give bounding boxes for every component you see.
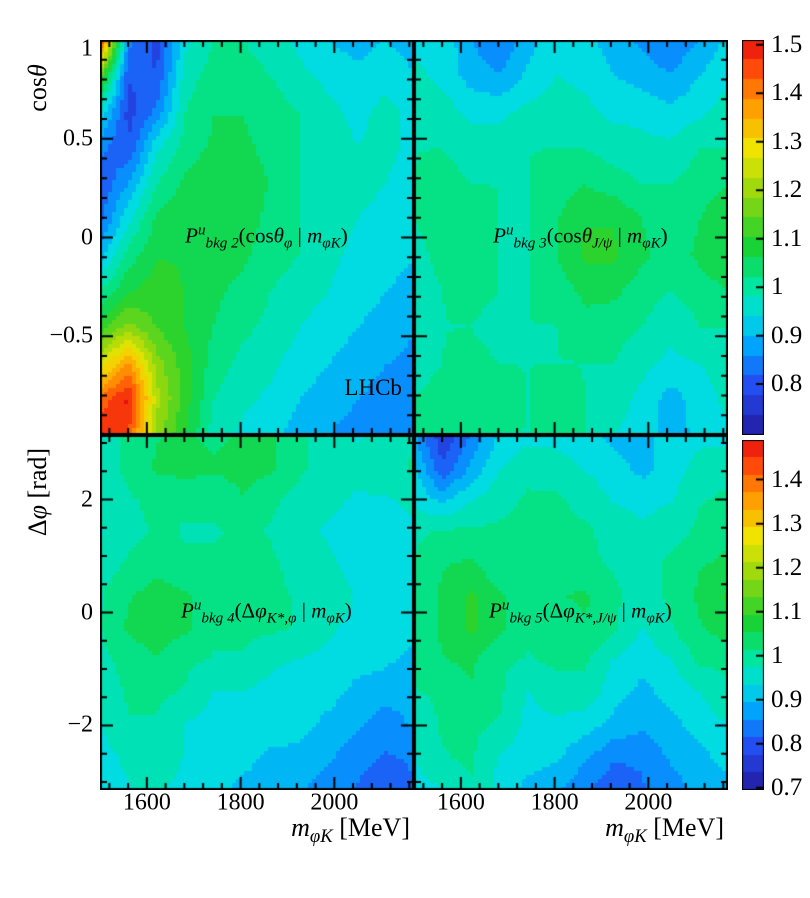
colorbar-canvas-top [742, 40, 764, 435]
y-axis-title-deltaphi: Δφ [rad] [23, 447, 52, 537]
x-tick-label: 1600 [122, 789, 171, 816]
x-tick-label: 1600 [436, 789, 485, 816]
colorbar-canvas-bottom [742, 440, 764, 790]
colorbar-tick-label: 0.7 [771, 773, 803, 801]
colorbar-tick-label: 1.4 [771, 79, 803, 107]
panel-label-bkg5: Pubkg 5(ΔφK*,J/ψ | mφK) [489, 597, 672, 627]
colorbar-tick-label: 1.5 [771, 30, 803, 58]
y-tick-label: 0 [81, 224, 93, 250]
experiment-label: LHCb [344, 374, 402, 400]
x-tick-label: 1800 [530, 789, 579, 816]
colorbar-tick-label: 1 [771, 273, 784, 301]
colorbar-tick-label: 1.3 [771, 509, 803, 537]
y-tick-label: −0.5 [49, 322, 93, 349]
y-tick-label: 1 [81, 35, 93, 62]
colorbar-tick-label: 1.4 [771, 465, 803, 493]
heatmap-canvas-bkg4 [100, 435, 414, 790]
y-tick-label: −2 [67, 711, 93, 738]
colorbar-tick-label: 0.8 [771, 370, 803, 398]
x-tick-label: 1800 [216, 789, 265, 816]
y-tick-label: 2 [81, 486, 93, 512]
panel-label-bkg4: Pubkg 4(ΔφK*,φ | mφK) [181, 597, 352, 627]
x-axis-title-right: mφK [MeV] [605, 813, 724, 848]
panel-bkg5: Pubkg 5(ΔφK*,J/ψ | mφK) [414, 435, 728, 790]
y-tick-label: 0.5 [63, 125, 93, 152]
panel-label-bkg2: Pubkg 2(cosθφ | mφK) [185, 222, 348, 252]
panel-bkg3: Pubkg 3(cosθJ/ψ | mφK) [414, 40, 728, 435]
panel-label-bkg3: Pubkg 3(cosθJ/ψ | mφK) [493, 222, 668, 252]
x-tick-label: 2000 [624, 789, 673, 816]
y-axis-title-costheta: cosθ [23, 64, 52, 112]
y-tick-label: 0 [81, 599, 93, 625]
colorbar-tick-label: 1.1 [771, 597, 803, 625]
colorbar-tick-label: 0.8 [771, 729, 803, 757]
colorbar-tick-label: 1.2 [771, 553, 803, 581]
heatmap-canvas-bkg5 [414, 435, 728, 790]
colorbar-tick-label: 1.3 [771, 127, 803, 155]
colorbar-tick-label: 1.1 [771, 224, 803, 252]
colorbar-tick-label: 1.2 [771, 176, 803, 204]
panel-bkg2: Pubkg 2(cosθφ | mφK) LHCb [100, 40, 414, 435]
panel-bkg4: Pubkg 4(ΔφK*,φ | mφK) [100, 435, 414, 790]
heatmap-canvas-bkg2 [100, 40, 414, 435]
x-tick-label: 2000 [310, 789, 359, 816]
heatmap-canvas-bkg3 [414, 40, 728, 435]
x-axis-title-left: mφK [MeV] [291, 813, 410, 848]
colorbar-tick-label: 1 [771, 641, 784, 669]
colorbar-tick-label: 0.9 [771, 685, 803, 713]
colorbar-tick-label: 0.9 [771, 321, 803, 349]
